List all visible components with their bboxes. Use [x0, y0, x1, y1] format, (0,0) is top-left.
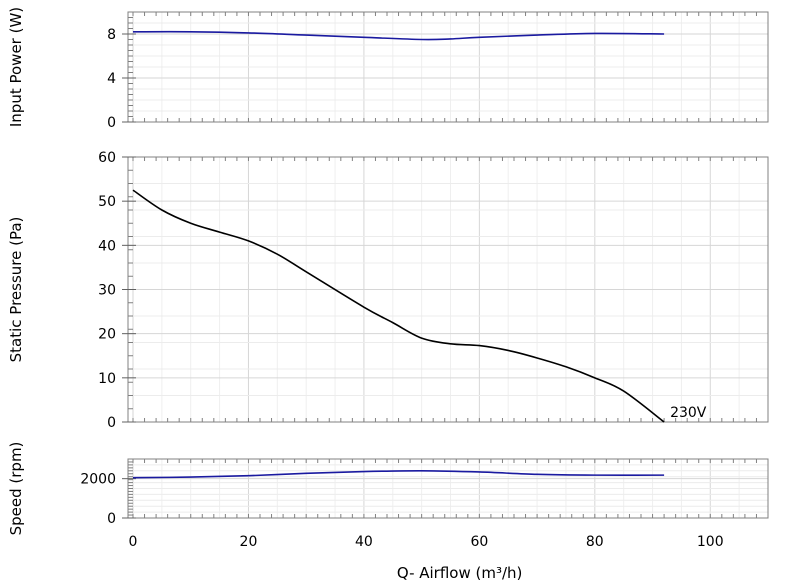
y-axis-title: Input Power (W)	[7, 7, 25, 127]
y-tick-label: 30	[98, 283, 116, 299]
y-tick-label: 0	[107, 115, 116, 131]
x-tick-label: 0	[129, 534, 138, 550]
panel-input-power: 0 4 8 Input Power (W)	[7, 7, 769, 131]
y-tick-label: 2000	[80, 472, 116, 488]
series-line-static-pressure	[132, 189, 665, 423]
y-axis-title: Static Pressure (Pa)	[7, 217, 25, 363]
x-tick-label: 20	[240, 534, 258, 550]
y-tick-label: 0	[107, 415, 116, 431]
y-tick-label: 4	[107, 71, 116, 87]
series-label: 230V	[670, 405, 707, 421]
series-line-speed	[132, 469, 665, 479]
y-tick-label: 20	[98, 327, 116, 343]
panel-static-pressure: 0 10 20 30 40 50 60 Static Pressure (Pa) 230V	[7, 150, 769, 431]
x-axis-title: Q- Airflow (m³/h)	[397, 564, 523, 582]
x-tick-label: 40	[355, 534, 373, 550]
panel-speed: 0 2000 0 20 40 60 80 100 Speed (rpm) Q- Airflow (…	[7, 442, 769, 582]
y-tick-label: 60	[98, 150, 116, 166]
y-axis-title: Speed (rpm)	[7, 442, 25, 536]
x-tick-label: 100	[697, 534, 724, 550]
x-tick-label: 60	[470, 534, 488, 550]
x-tick-label: 80	[586, 534, 604, 550]
series-line-input-power	[132, 30, 665, 41]
y-tick-label: 40	[98, 238, 116, 254]
y-tick-label: 8	[107, 27, 116, 43]
y-tick-label: 0	[107, 511, 116, 527]
y-tick-label: 50	[98, 194, 116, 210]
y-tick-label: 10	[98, 371, 116, 387]
